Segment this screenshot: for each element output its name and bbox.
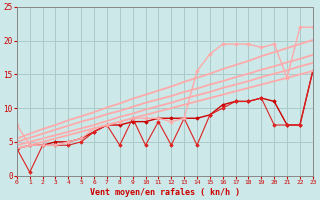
X-axis label: Vent moyen/en rafales ( kn/h ): Vent moyen/en rafales ( kn/h ) [90, 188, 240, 197]
